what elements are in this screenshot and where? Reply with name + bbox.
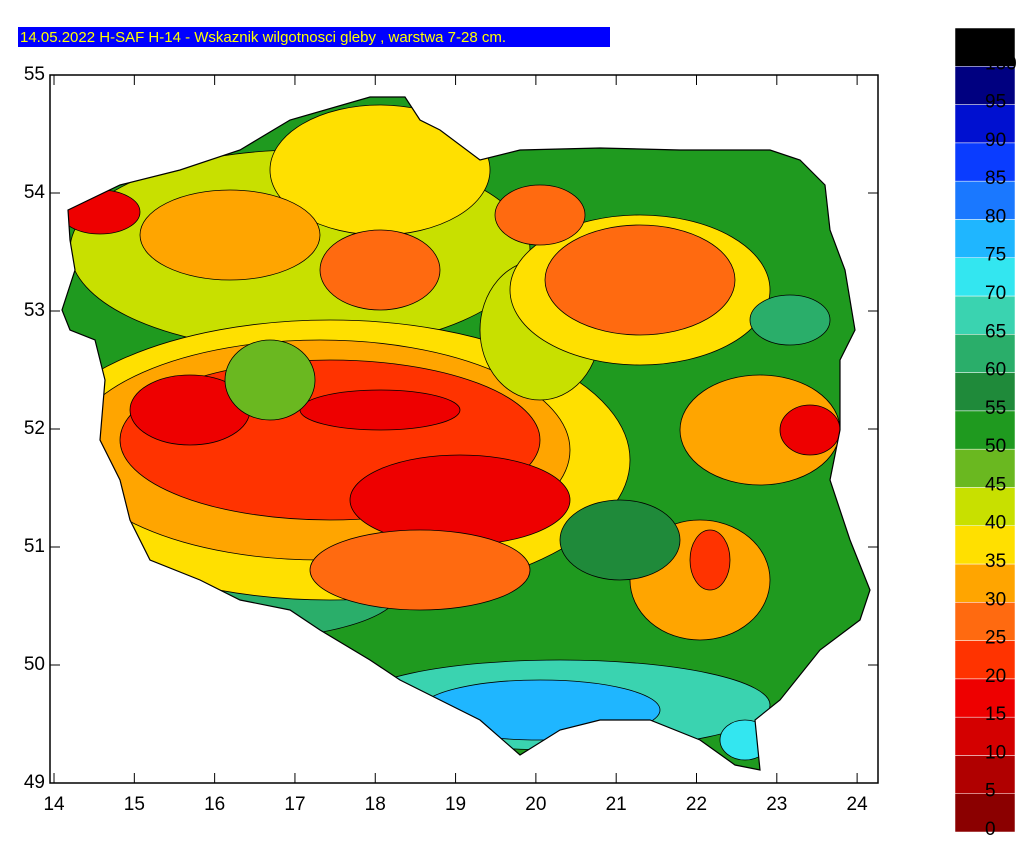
region <box>309 529 531 611</box>
region <box>559 499 681 581</box>
chart-title: 14.05.2022 H-SAF H-14 - Wskaznik wilgotn… <box>20 29 506 46</box>
x-tick-label: 17 <box>284 794 305 815</box>
x-tick-label: 16 <box>204 794 225 815</box>
x-tick-label: 24 <box>847 794 869 815</box>
x-tick-label: 18 <box>365 794 386 815</box>
colorbar-bin <box>954 410 1016 450</box>
colorbar-bin <box>954 180 1016 220</box>
y-tick-label: 54 <box>24 182 46 203</box>
colorbar-bin <box>954 525 1016 565</box>
colorbar-bin <box>954 640 1016 680</box>
colorbar-label: 80 <box>985 206 1006 227</box>
colorbar-bin <box>954 755 1016 794</box>
colorbar-label: 0 <box>985 819 996 840</box>
x-tick-label: 19 <box>445 794 466 815</box>
colorbar-bin <box>954 716 1016 756</box>
title-background <box>18 27 610 47</box>
colorbar-label: 75 <box>985 245 1006 266</box>
colorbar-label: 20 <box>985 666 1006 687</box>
region <box>419 679 661 741</box>
y-tick-label: 55 <box>24 64 45 85</box>
region <box>139 189 321 281</box>
y-tick-label: 51 <box>24 536 45 557</box>
x-tick-label: 22 <box>686 794 707 815</box>
x-tick-label: 15 <box>124 794 145 815</box>
colorbar-bin <box>954 27 1016 67</box>
region <box>494 184 586 246</box>
y-tick-label: 49 <box>24 772 45 793</box>
region <box>689 529 731 591</box>
colorbar-bin <box>954 257 1016 297</box>
region <box>349 454 571 546</box>
region <box>224 339 316 421</box>
colorbar-label: 5 <box>985 781 996 802</box>
y-tick-label: 50 <box>24 654 45 675</box>
colorbar-label: 90 <box>985 130 1006 151</box>
colorbar-label: 50 <box>985 436 1006 457</box>
colorbar-bin <box>954 448 1016 488</box>
colorbar-bin <box>954 563 1016 603</box>
region <box>779 404 841 456</box>
region <box>719 719 771 761</box>
region <box>749 294 831 346</box>
colorbar-bin <box>954 334 1016 373</box>
colorbar-label: 25 <box>985 628 1006 649</box>
colorbar-label: 10 <box>985 742 1006 763</box>
x-tick-label: 14 <box>43 794 65 815</box>
colorbar-bin <box>954 66 1016 105</box>
colorbar-bin <box>954 487 1016 526</box>
colorbar-bin <box>954 295 1016 335</box>
x-tick-label: 23 <box>766 794 787 815</box>
colorbar-label: 100 <box>985 53 1017 74</box>
x-tick-label: 20 <box>525 794 546 815</box>
colorbar-bin <box>954 602 1016 641</box>
y-tick-label: 53 <box>24 300 45 321</box>
colorbar-bin <box>954 793 1016 833</box>
y-tick-label: 52 <box>24 418 45 439</box>
colorbar-bin <box>954 678 1016 718</box>
x-tick-label: 21 <box>606 794 627 815</box>
map-fill <box>62 97 870 770</box>
colorbar-label: 15 <box>985 704 1006 725</box>
region <box>544 224 736 336</box>
colorbar-label: 85 <box>985 168 1006 189</box>
colorbar-label: 55 <box>985 398 1006 419</box>
colorbar-label: 40 <box>985 513 1006 534</box>
colorbar-label: 65 <box>985 321 1006 342</box>
colorbar-label: 35 <box>985 551 1006 572</box>
colorbar-bin <box>954 104 1016 144</box>
region <box>319 229 441 311</box>
colorbar-label: 30 <box>985 589 1006 610</box>
colorbar-label: 60 <box>985 360 1006 381</box>
colorbar-label: 95 <box>985 92 1006 113</box>
colorbar-label: 70 <box>985 283 1006 304</box>
colorbar-label: 45 <box>985 474 1006 495</box>
region <box>299 389 461 431</box>
region <box>62 189 141 235</box>
colorbar-bin <box>954 219 1016 258</box>
colorbar-bin <box>954 142 1016 182</box>
